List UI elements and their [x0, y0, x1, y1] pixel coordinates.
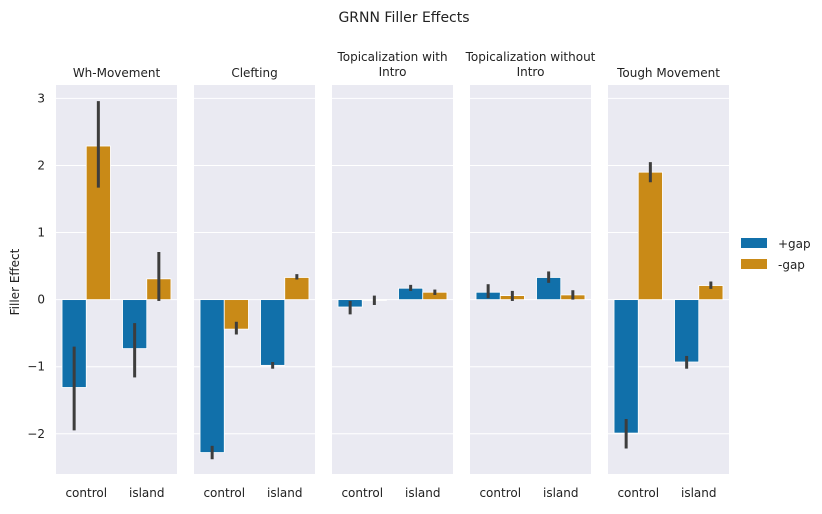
- y-tick-label: 3: [37, 91, 45, 105]
- panel-title: Topicalization without: [465, 50, 596, 64]
- legend-label-plus-gap: +gap: [778, 237, 811, 251]
- panel-title: Tough Movement: [616, 66, 720, 80]
- x-tick-label-island: island: [681, 486, 717, 500]
- x-tick-label-control: control: [203, 486, 245, 500]
- facet-panels: Wh-Movement control island Clefting control i…: [27, 50, 729, 500]
- y-tick-label: 2: [37, 158, 45, 172]
- y-tick-label: −1: [27, 360, 45, 374]
- panel-title: Clefting: [231, 66, 277, 80]
- panel-title: Intro: [517, 65, 545, 79]
- x-tick-label-control: control: [65, 486, 107, 500]
- panel-title: Intro: [379, 65, 407, 79]
- facet-panel-1: Wh-Movement control island: [56, 66, 177, 500]
- legend-swatch-plus-gap: [741, 238, 767, 248]
- bar-control-plus-gap: [199, 299, 225, 453]
- facet-panel-2: Clefting control island: [194, 66, 315, 500]
- legend-label-minus-gap: -gap: [778, 258, 805, 272]
- panel-background: [332, 85, 453, 474]
- panel-background: [470, 85, 591, 474]
- y-tick-label: 0: [37, 293, 45, 307]
- bar-island-plus-gap: [674, 299, 700, 363]
- chart-title: GRNN Filler Effects: [338, 10, 469, 26]
- bar-island-plus-gap: [260, 299, 286, 366]
- facet-panel-5: Tough Movement control island: [608, 66, 729, 500]
- x-tick-label-island: island: [129, 486, 165, 500]
- y-axis-label: Filler Effect: [8, 248, 22, 315]
- x-tick-label-island: island: [267, 486, 303, 500]
- x-tick-label-control: control: [479, 486, 521, 500]
- y-tick-label: 1: [37, 226, 45, 240]
- panel-title: Topicalization with: [336, 50, 447, 64]
- legend-swatch-minus-gap: [741, 259, 767, 269]
- legend: +gap -gap: [741, 237, 811, 272]
- y-tick-label: −2: [27, 427, 45, 441]
- bar-control-plus-gap: [613, 299, 639, 434]
- x-tick-label-island: island: [405, 486, 441, 500]
- x-tick-label-control: control: [341, 486, 383, 500]
- bar-island-minus-gap: [284, 277, 310, 301]
- x-tick-label-control: control: [617, 486, 659, 500]
- panel-title: Wh-Movement: [73, 66, 161, 80]
- bar-control-minus-gap: [637, 171, 663, 301]
- x-tick-label-island: island: [543, 486, 579, 500]
